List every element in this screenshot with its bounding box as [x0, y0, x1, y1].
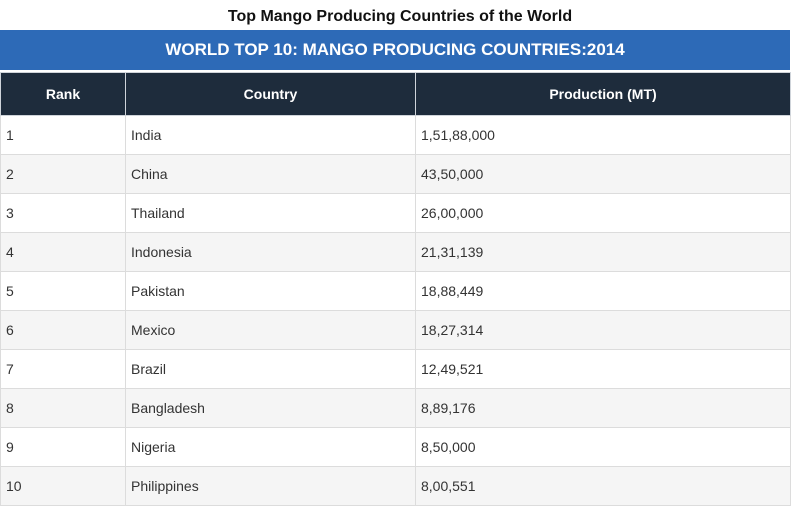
- table-cell: 18,88,449: [415, 271, 791, 311]
- table-cell: 18,27,314: [415, 310, 791, 350]
- header-row: Rank Country Production (MT): [0, 72, 791, 116]
- table-cell: 4: [0, 232, 126, 272]
- table-cell: 7: [0, 349, 126, 389]
- table-row: 9 Nigeria 8,50,000: [0, 427, 791, 467]
- table-cell: 8,50,000: [415, 427, 791, 467]
- table-cell: 8,89,176: [415, 388, 791, 428]
- table-cell: Bangladesh: [125, 388, 416, 428]
- table-cell: 43,50,000: [415, 154, 791, 194]
- table-head: Rank Country Production (MT): [0, 72, 791, 116]
- table-cell: India: [125, 115, 416, 155]
- table-cell: 8: [0, 388, 126, 428]
- table-cell: Philippines: [125, 466, 416, 506]
- table-row: 3 Thailand 26,00,000: [0, 193, 791, 233]
- table-cell: Thailand: [125, 193, 416, 233]
- table-cell: 8,00,551: [415, 466, 791, 506]
- table-cell: 10: [0, 466, 126, 506]
- table-cell: 9: [0, 427, 126, 467]
- table-body: 1 India 1,51,88,000 2 China 43,50,000 3 Thailan…: [0, 115, 791, 506]
- table-cell: Brazil: [125, 349, 416, 389]
- table-cell: 1: [0, 115, 126, 155]
- table-cell: 2: [0, 154, 126, 194]
- table-row: 6 Mexico 18,27,314: [0, 310, 791, 350]
- table-row: 1 India 1,51,88,000: [0, 115, 791, 155]
- column-header: Rank: [0, 72, 126, 116]
- table-row: 7 Brazil 12,49,521: [0, 349, 791, 389]
- table-cell: 1,51,88,000: [415, 115, 791, 155]
- column-header: Production (MT): [415, 72, 791, 116]
- table-row: 4 Indonesia 21,31,139: [0, 232, 791, 272]
- table-cell: 12,49,521: [415, 349, 791, 389]
- data-table: Rank Country Production (MT) 1 India 1,51,88…: [0, 72, 791, 506]
- table-cell: 26,00,000: [415, 193, 791, 233]
- table-cell: 21,31,139: [415, 232, 791, 272]
- table-cell: 6: [0, 310, 126, 350]
- table-cell: 5: [0, 271, 126, 311]
- column-header: Country: [125, 72, 416, 116]
- page-title: Top Mango Producing Countries of the Wor…: [227, 8, 573, 25]
- table-cell: Nigeria: [125, 427, 416, 467]
- table-row: 10 Philippines 8,00,551: [0, 466, 791, 506]
- table-cell: Pakistan: [125, 271, 416, 311]
- table-cell: China: [125, 154, 416, 194]
- table-row: 8 Bangladesh 8,89,176: [0, 388, 791, 428]
- table-row: 2 China 43,50,000: [0, 154, 791, 194]
- table-cell: Mexico: [125, 310, 416, 350]
- table-cell: Indonesia: [125, 232, 416, 272]
- table-row: 5 Pakistan 18,88,449: [0, 271, 791, 311]
- table-cell: 3: [0, 193, 126, 233]
- table-banner: WORLD TOP 10: MANGO PRODUCING COUNTRIES:…: [0, 30, 790, 70]
